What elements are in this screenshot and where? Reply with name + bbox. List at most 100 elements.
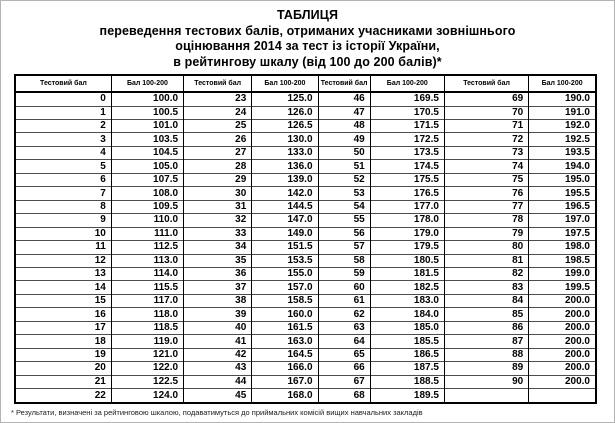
rating-score-cell: 122.0 bbox=[110, 361, 185, 376]
test-score-cell: 61 bbox=[317, 293, 371, 308]
rating-score-cell: 115.5 bbox=[110, 280, 185, 295]
rating-score-cell: 166.0 bbox=[251, 361, 319, 376]
test-score-cell: 72 bbox=[443, 132, 530, 147]
table-row: 14 115.5 37 157.0 60 182.5 83 199.5 bbox=[14, 280, 597, 295]
rating-score-cell: 149.0 bbox=[251, 226, 319, 241]
test-score-column-header: Тестовий бал bbox=[443, 75, 530, 93]
rating-score-cell: 194.0 bbox=[528, 159, 597, 174]
test-score-cell: 2 bbox=[14, 119, 112, 133]
table-row: 12 113.0 35 153.5 58 180.5 81 198.5 bbox=[14, 253, 597, 268]
rating-score-cell: 200.0 bbox=[528, 320, 597, 335]
test-score-cell: 12 bbox=[14, 253, 112, 268]
table-row: 10 111.0 33 149.0 56 179.0 79 197.5 bbox=[14, 226, 597, 241]
rating-score-cell: 158.5 bbox=[251, 293, 319, 308]
test-score-cell: 21 bbox=[14, 374, 112, 389]
test-score-cell: 51 bbox=[317, 159, 371, 174]
test-score-cell: 52 bbox=[317, 172, 371, 187]
table-row: Тестовий бал Бал 100-200 Тестовий бал Бал 1… bbox=[14, 75, 597, 93]
test-score-cell: 31 bbox=[183, 199, 253, 214]
rating-score-cell: 187.5 bbox=[369, 361, 445, 376]
test-score-cell: 14 bbox=[14, 280, 112, 295]
rating-score-cell: 118.5 bbox=[110, 320, 185, 335]
rating-score-cell: 104.5 bbox=[110, 145, 185, 160]
test-score-cell: 81 bbox=[443, 253, 530, 268]
rating-score-column-header: Бал 100-200 bbox=[110, 75, 185, 93]
test-score-cell: 17 bbox=[14, 320, 112, 335]
test-score-cell: 65 bbox=[317, 347, 371, 362]
rating-score-cell: 200.0 bbox=[528, 307, 597, 322]
test-score-cell: 62 bbox=[317, 307, 371, 322]
table-row: 15 117.0 38 158.5 61 183.0 84 200.0 bbox=[14, 293, 597, 308]
test-score-cell: 43 bbox=[183, 361, 253, 376]
rating-score-cell: 186.5 bbox=[369, 347, 445, 362]
rating-score-cell: 100.5 bbox=[110, 105, 185, 120]
rating-score-cell: 136.0 bbox=[251, 159, 319, 174]
test-score-cell: 35 bbox=[183, 253, 253, 268]
test-score-cell: 64 bbox=[317, 334, 371, 349]
rating-score-cell: 169.5 bbox=[369, 91, 445, 107]
rating-score-cell: 197.0 bbox=[528, 213, 597, 228]
test-score-cell: 9 bbox=[14, 213, 112, 228]
test-score-cell: 33 bbox=[183, 226, 253, 241]
test-score-cell: 44 bbox=[183, 374, 253, 389]
test-score-cell: 36 bbox=[183, 266, 253, 281]
test-score-column-header: Тестовий бал bbox=[183, 75, 253, 93]
rating-score-cell: 157.0 bbox=[251, 280, 319, 295]
rating-score-cell: 178.0 bbox=[369, 213, 445, 228]
test-score-cell: 20 bbox=[14, 361, 112, 376]
test-score-cell: 34 bbox=[183, 240, 253, 255]
rating-score-cell: 200.0 bbox=[528, 361, 597, 376]
test-score-column-header: Тестовий бал bbox=[14, 75, 112, 93]
table-row: 9 110.0 32 147.0 55 178.0 78 197.0 bbox=[14, 213, 597, 228]
table-row: 7 108.0 30 142.0 53 176.5 76 195.5 bbox=[14, 186, 597, 201]
table-row: 19 121.0 42 164.5 65 186.5 88 200.0 bbox=[14, 347, 597, 362]
title-line-4: в рейтингову шкалу (від 100 до 200 балів… bbox=[173, 54, 442, 69]
test-score-cell: 16 bbox=[14, 307, 112, 322]
rating-score-cell: 122.5 bbox=[110, 374, 185, 389]
rating-score-cell: 184.0 bbox=[369, 307, 445, 322]
rating-score-cell: 118.0 bbox=[110, 307, 185, 322]
rating-score-cell: 117.0 bbox=[110, 293, 185, 308]
rating-score-cell: 112.5 bbox=[110, 240, 185, 255]
title-line-3: оцінювання 2014 за тест із історії Украї… bbox=[175, 39, 440, 53]
rating-score-cell: 175.5 bbox=[369, 172, 445, 187]
test-score-cell: 29 bbox=[183, 172, 253, 187]
test-score-cell: 70 bbox=[443, 105, 530, 120]
test-score-cell: 53 bbox=[317, 186, 371, 201]
rating-score-cell: 179.5 bbox=[369, 240, 445, 255]
test-score-cell: 68 bbox=[317, 388, 371, 403]
test-score-cell: 45 bbox=[183, 388, 253, 403]
title-line-2: переведення тестових балів, отриманих уч… bbox=[99, 23, 516, 38]
test-score-cell: 90 bbox=[443, 374, 530, 389]
rating-score-cell: 121.0 bbox=[110, 347, 185, 362]
rating-score-cell: 167.0 bbox=[251, 374, 319, 389]
rating-score-cell: 147.0 bbox=[251, 213, 319, 228]
table-row: 18 119.0 41 163.0 64 185.5 87 200.0 bbox=[14, 334, 597, 349]
table-row: 2 101.0 25 126.5 48 171.5 71 192.0 bbox=[14, 119, 597, 133]
test-score-cell: 83 bbox=[443, 280, 530, 295]
rating-score-cell: 183.0 bbox=[369, 293, 445, 308]
test-score-cell: 57 bbox=[317, 240, 371, 255]
test-score-cell: 19 bbox=[14, 347, 112, 362]
test-score-cell: 85 bbox=[443, 307, 530, 322]
test-score-cell: 39 bbox=[183, 307, 253, 322]
test-score-cell: 8 bbox=[14, 199, 112, 214]
rating-score-cell: 133.0 bbox=[251, 145, 319, 160]
rating-score-cell: 114.0 bbox=[110, 266, 185, 281]
rating-score-cell: 199.0 bbox=[528, 266, 597, 281]
test-score-cell: 74 bbox=[443, 159, 530, 174]
rating-score-cell: 193.5 bbox=[528, 145, 597, 160]
rating-score-cell: 185.5 bbox=[369, 334, 445, 349]
rating-score-cell: 192.5 bbox=[528, 132, 597, 147]
test-score-cell: 15 bbox=[14, 293, 112, 308]
test-score-cell: 78 bbox=[443, 213, 530, 228]
table-row: 4 104.5 27 133.0 50 173.5 73 193.5 bbox=[14, 145, 597, 160]
rating-score-cell: 113.0 bbox=[110, 253, 185, 268]
table-body: 0 100.0 23 125.0 46 169.5 69 190.0 1 100.5 24 126.0… bbox=[14, 91, 597, 403]
rating-score-cell: 177.0 bbox=[369, 199, 445, 214]
rating-score-cell: 200.0 bbox=[528, 347, 597, 362]
test-score-cell: 82 bbox=[443, 266, 530, 281]
rating-score-column-header: Бал 100-200 bbox=[528, 75, 597, 93]
rating-score-cell: 161.5 bbox=[251, 320, 319, 335]
